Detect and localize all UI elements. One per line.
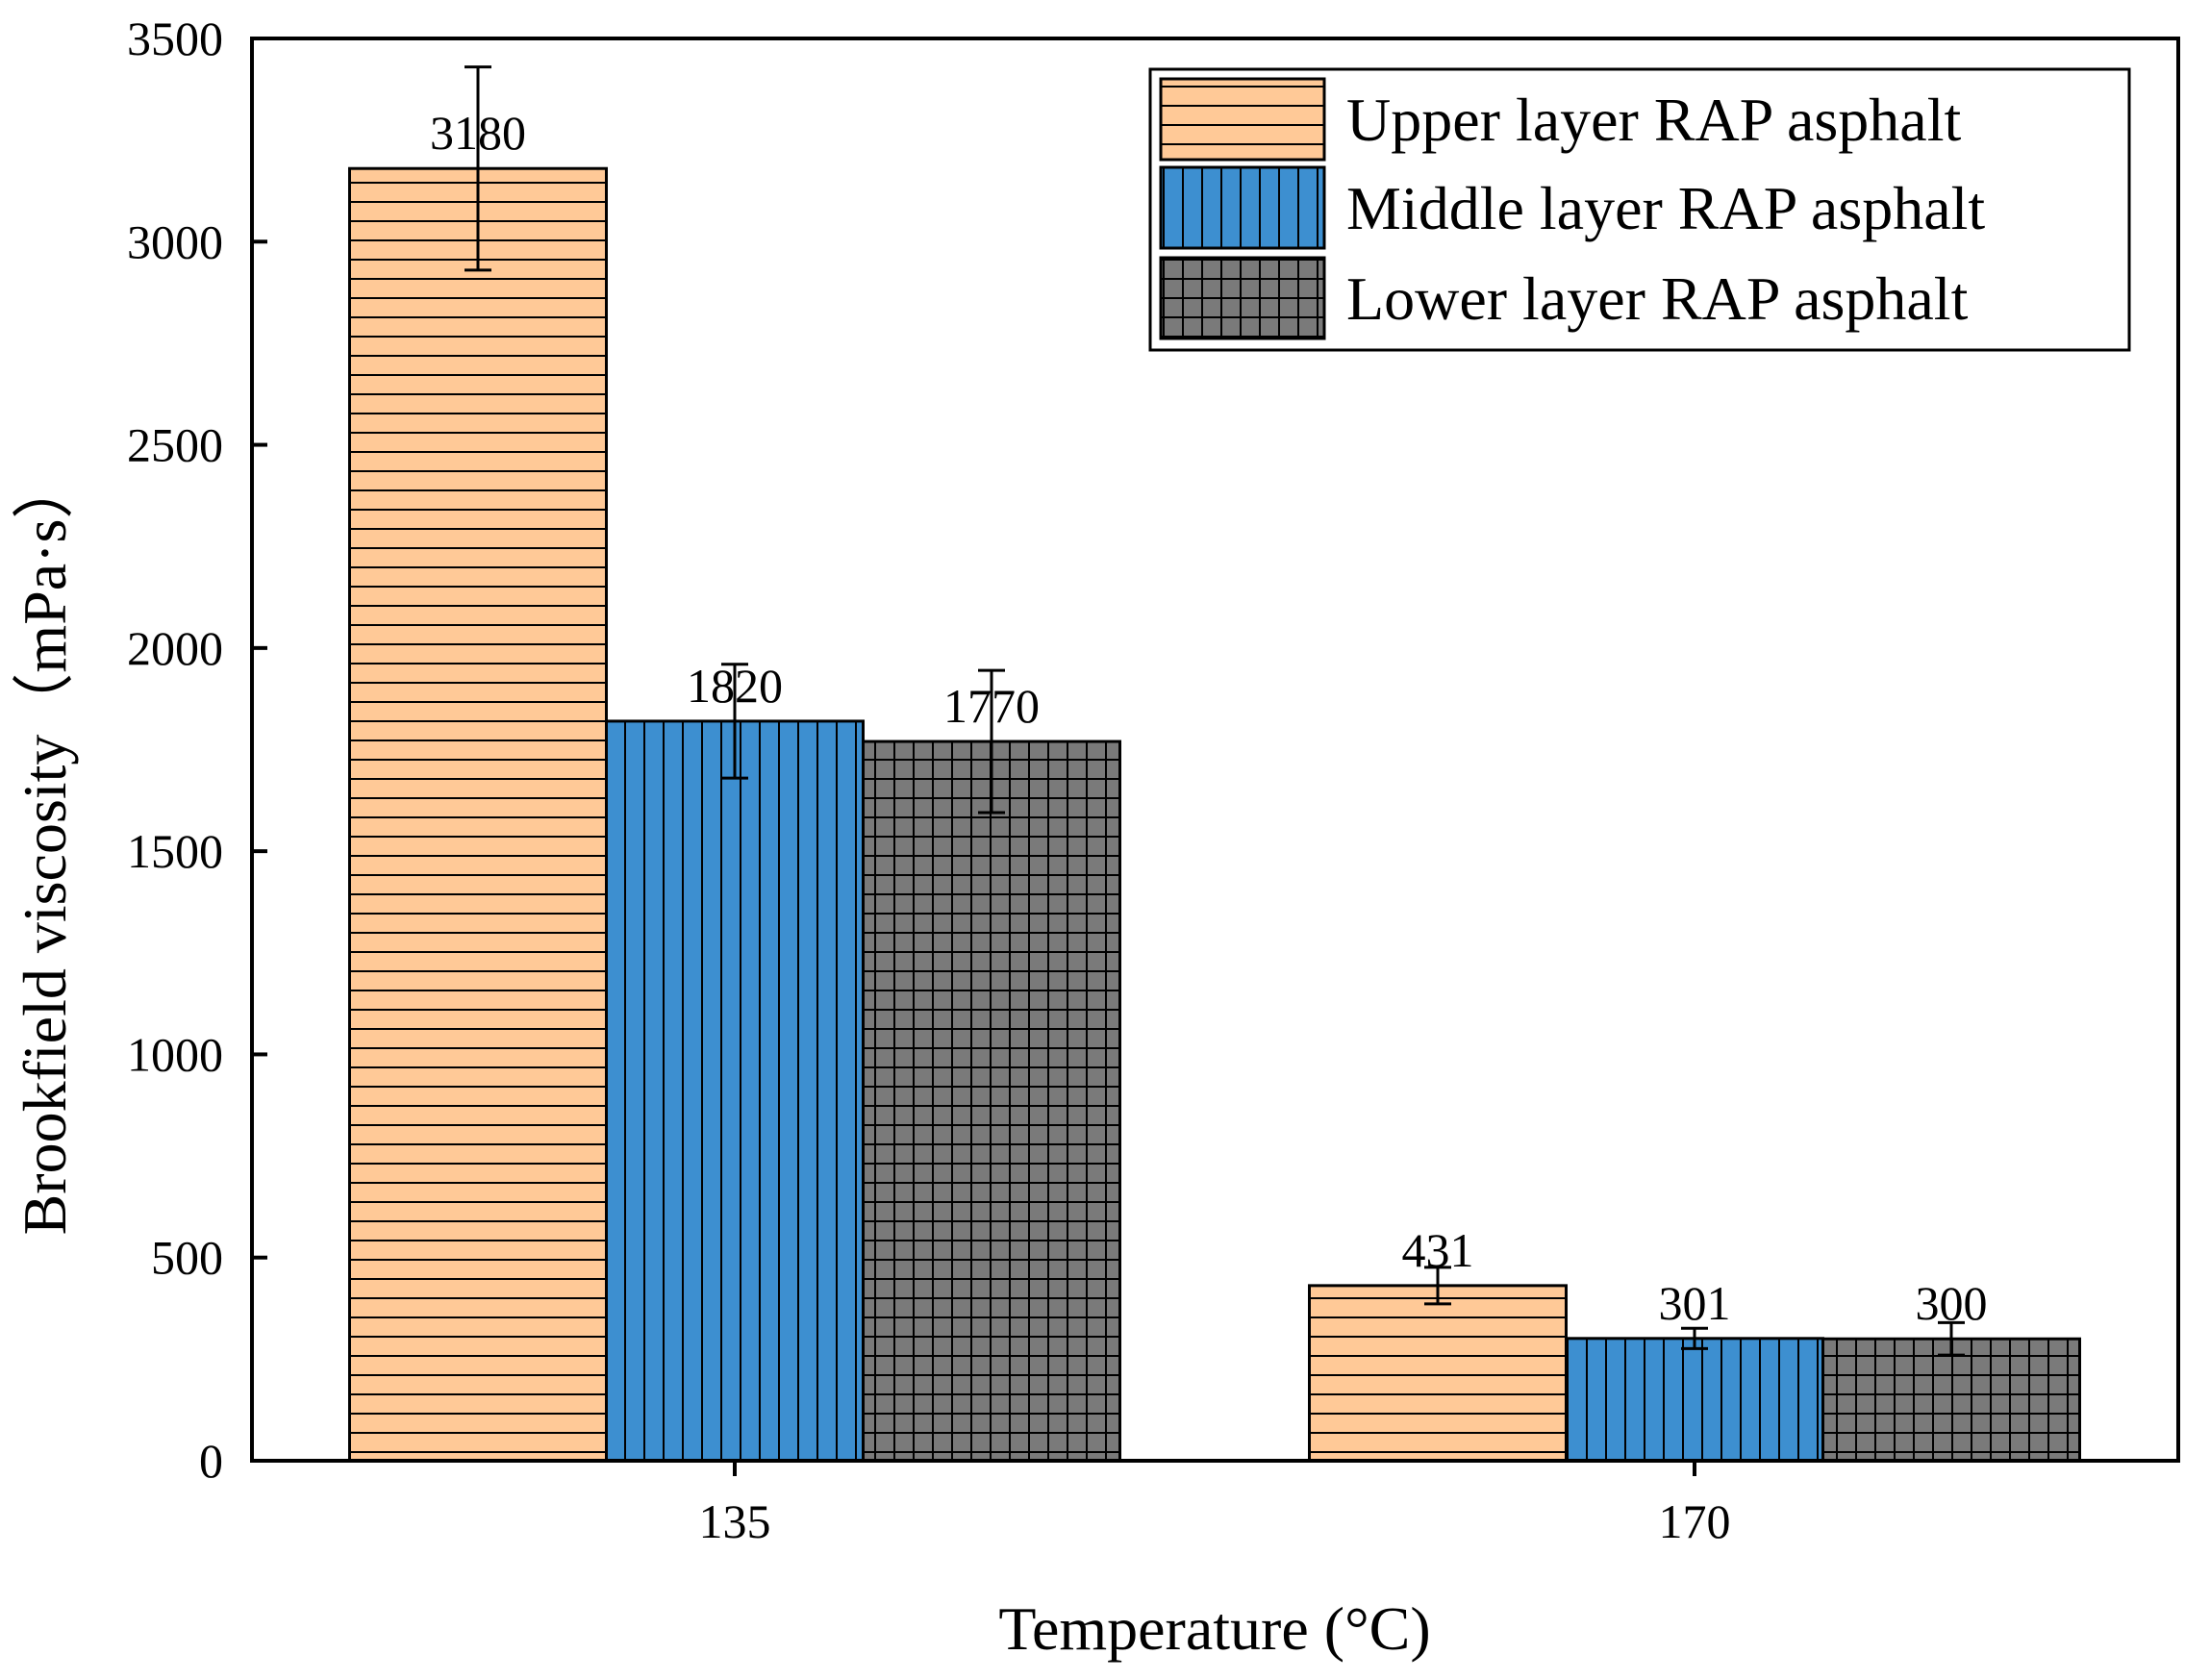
y-tick-label: 1000 [127,1027,223,1081]
y-axis-title: Brookfield viscosity（mPa·s） [11,458,79,1236]
legend-label-2: Lower layer RAP asphalt [1346,264,1969,333]
y-tick-label: 3000 [127,214,223,268]
legend: Upper layer RAP asphalt Middle layer RAP … [1148,67,2131,352]
bar-1-135 [605,719,865,1463]
y-tick-label: 2000 [127,621,223,675]
y-axis-ticks: 0 500 1000 1500 2000 2500 3000 3500 [127,12,267,1488]
bar-groups [348,166,2081,1463]
y-tick-label: 1500 [127,824,223,878]
x-axis-tick-labels: 135 170 [699,1461,1731,1548]
bar-1-170 [1565,1337,1824,1463]
x-tick-label: 170 [1659,1494,1731,1548]
bar-0-170 [1308,1284,1568,1463]
data-label: 1770 [943,679,1040,733]
plot-frame [250,37,2180,1463]
x-axis-title: Temperature (°C) [998,1594,1430,1663]
bar-2-135 [862,740,1121,1463]
data-labels: 3180 1820 1770 431 301 300 [430,106,1988,1330]
error-bars [465,65,1965,1357]
data-label: 3180 [430,106,526,160]
legend-label-0: Upper layer RAP asphalt [1346,86,1961,154]
data-label: 431 [1402,1223,1474,1277]
legend-label-1: Middle layer RAP asphalt [1346,174,1985,242]
legend-swatch-2 [1159,256,1326,340]
legend-swatch-1 [1159,165,1326,250]
bar-2-170 [1821,1337,2081,1463]
y-tick-label: 0 [199,1434,223,1488]
legend-swatch-0 [1159,77,1326,162]
data-label: 301 [1659,1276,1731,1330]
data-label: 300 [1916,1276,1988,1330]
y-tick-label: 2500 [127,418,223,472]
x-tick-label: 135 [699,1494,771,1548]
y-tick-label: 3500 [127,12,223,65]
y-tick-label: 500 [151,1231,223,1285]
data-label: 1820 [687,659,783,713]
bar-0-135 [348,166,608,1463]
